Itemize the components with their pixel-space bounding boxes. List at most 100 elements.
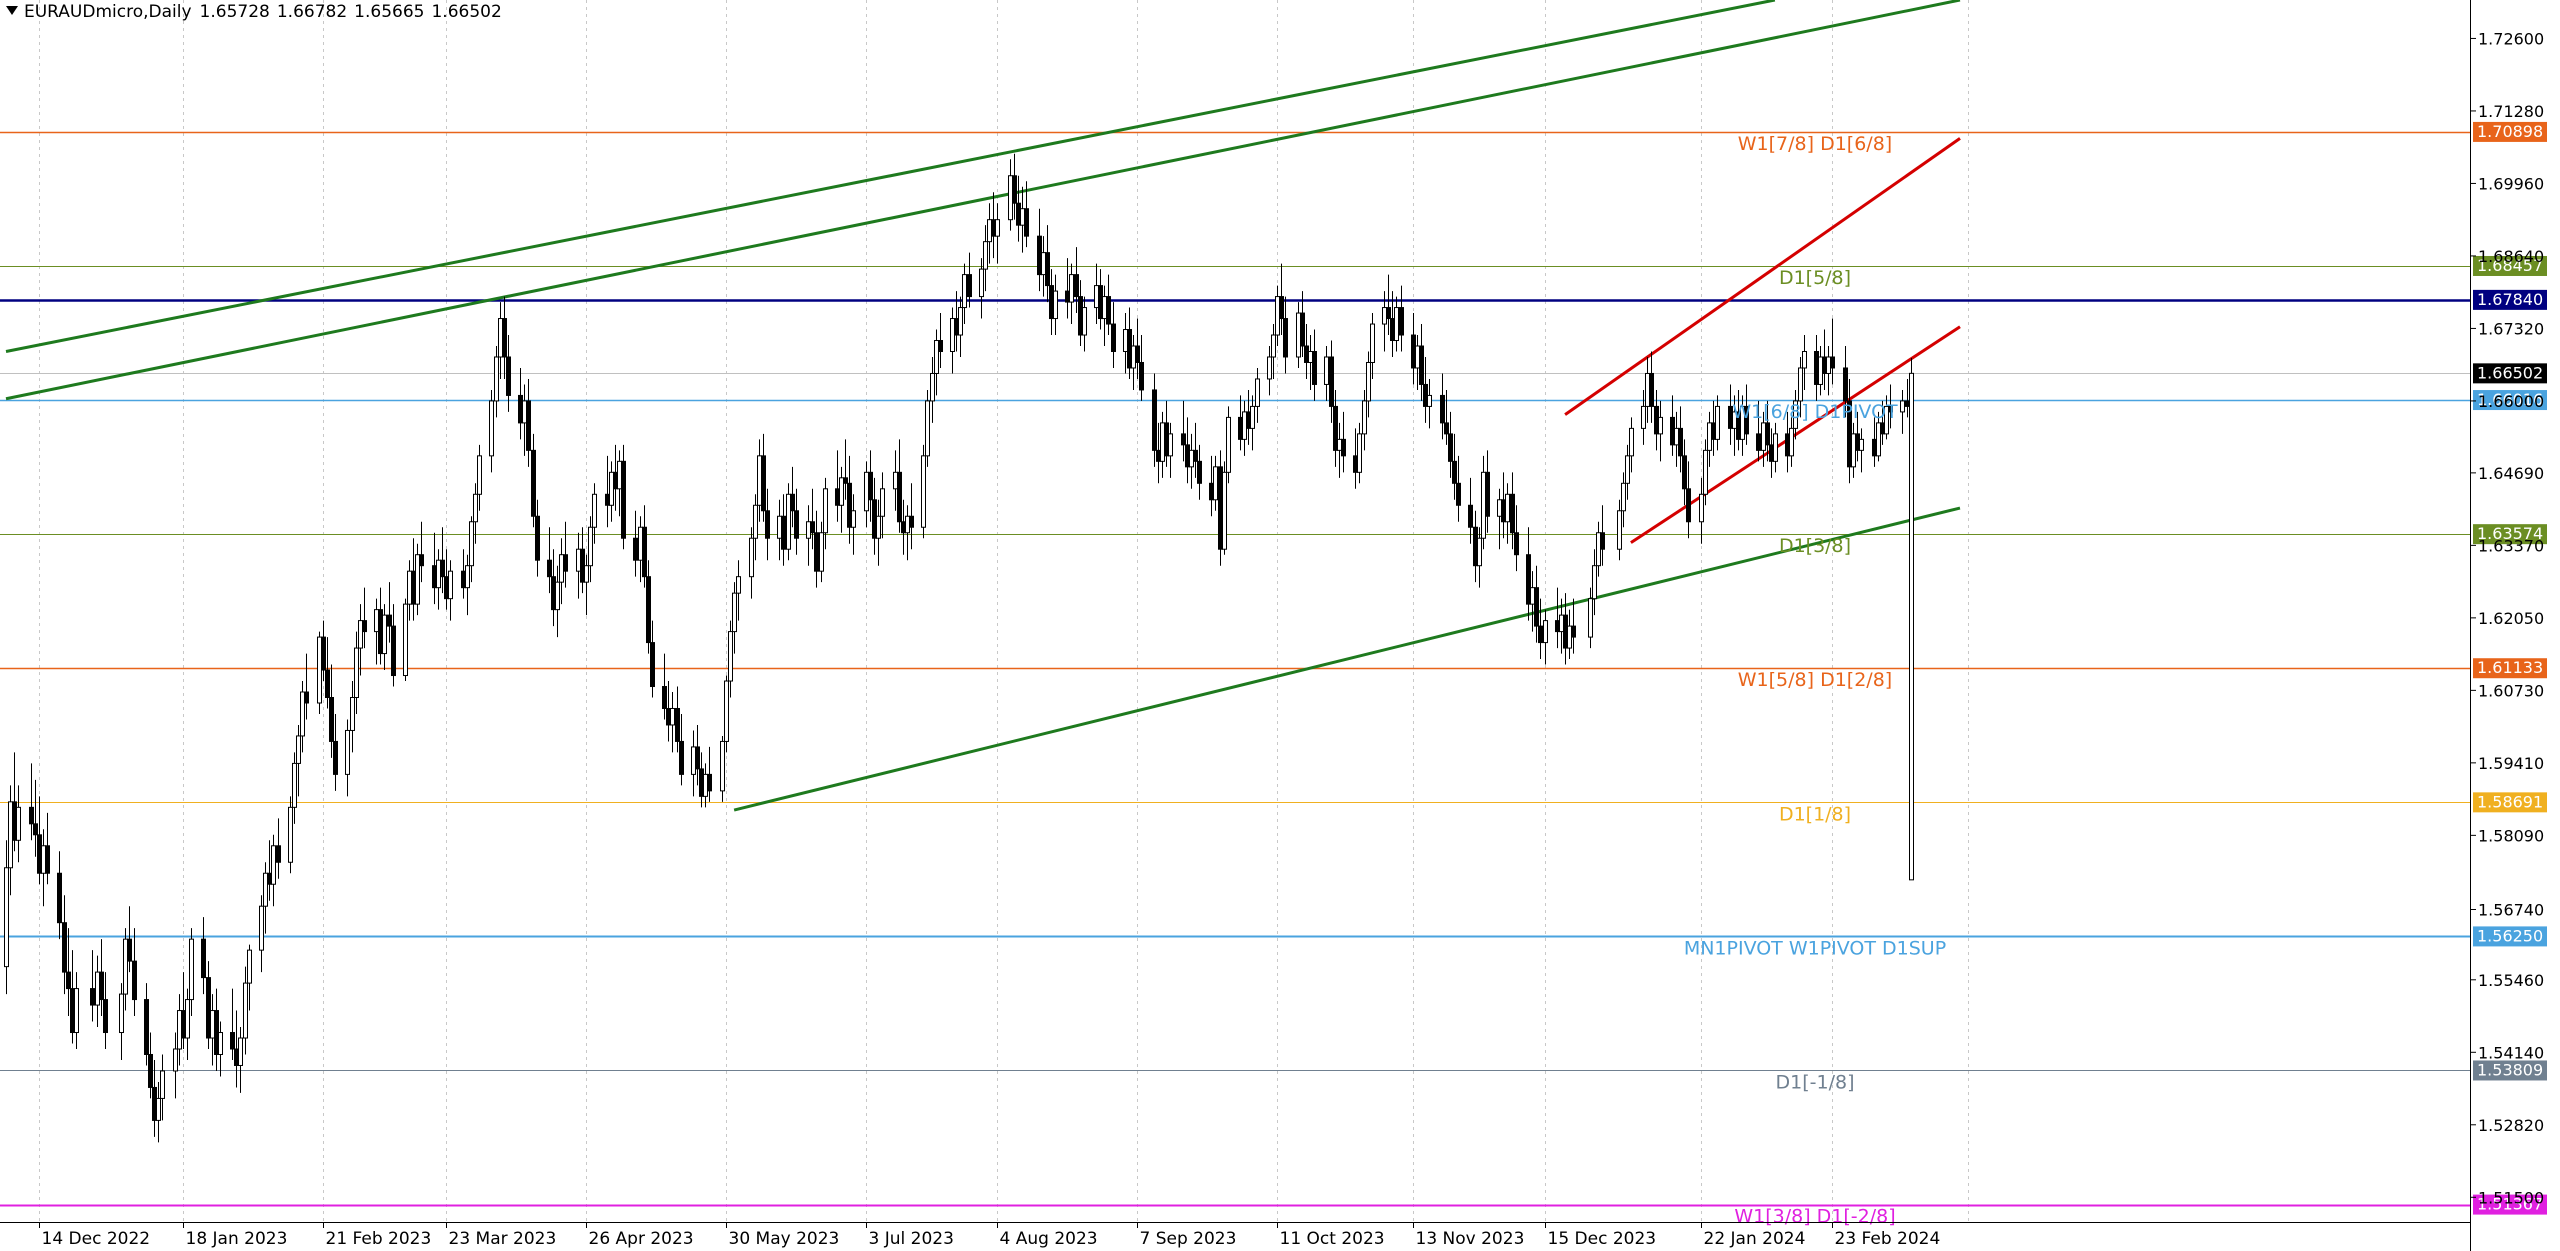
candle-body — [995, 219, 1000, 237]
candle-body — [1106, 296, 1111, 325]
candle-body — [317, 636, 322, 704]
candle-body — [868, 471, 873, 501]
candle-body — [1884, 405, 1889, 435]
candle-body — [839, 477, 844, 506]
candle-body — [263, 872, 268, 907]
candle-body — [876, 515, 881, 539]
candle-body — [1012, 175, 1017, 204]
candle-body — [1905, 400, 1910, 407]
candle-body — [41, 845, 46, 874]
y-tick-label: 1.55460 — [2478, 971, 2544, 990]
candle-body — [1703, 449, 1708, 495]
candle-body — [535, 515, 540, 561]
candle-body — [1308, 350, 1313, 363]
candle-body — [1830, 356, 1835, 369]
candle-body — [934, 340, 939, 374]
candle-body — [588, 526, 593, 567]
x-tick-label: 18 Jan 2023 — [186, 1229, 288, 1249]
candle-body — [432, 565, 437, 589]
y-tick-label: 1.64690 — [2478, 464, 2544, 483]
candle-body — [95, 971, 100, 1006]
x-tick-label: 22 Jan 2024 — [1704, 1229, 1806, 1249]
candle-body — [1250, 405, 1255, 429]
x-tick-label: 7 Sep 2023 — [1140, 1229, 1237, 1249]
price-badge — [2473, 255, 2547, 276]
candle-body — [1826, 356, 1831, 374]
candle-body — [1197, 460, 1202, 484]
candle-body — [1814, 350, 1819, 385]
candle-body — [152, 1086, 157, 1121]
candle-body — [1802, 350, 1807, 369]
candle-body — [958, 307, 963, 336]
candle-body — [1773, 433, 1778, 462]
candle-body — [1366, 361, 1371, 402]
candle-body — [382, 614, 387, 655]
candle-body — [440, 559, 445, 578]
level-label: W1[3/8] D1[-2/8] — [1734, 1206, 1895, 1228]
candle-body — [1711, 422, 1716, 440]
candle-body — [633, 537, 638, 561]
candle-body — [901, 521, 906, 534]
candle-body — [1024, 208, 1029, 237]
candle-body — [847, 482, 852, 528]
candle-body — [230, 1032, 235, 1050]
candle-body — [1279, 296, 1284, 320]
x-tick-label: 11 Oct 2023 — [1280, 1229, 1385, 1249]
candle-body — [642, 526, 647, 578]
trendlines — [5, 0, 1961, 812]
dropdown-triangle-icon[interactable] — [6, 6, 18, 15]
candle-body — [506, 356, 511, 396]
candle-body — [1008, 175, 1013, 221]
candle-body — [419, 554, 424, 567]
candle-body — [518, 394, 523, 424]
candle-body — [267, 872, 272, 885]
candle-body — [967, 274, 972, 298]
candle-body — [354, 647, 359, 699]
price-badge — [2473, 926, 2547, 947]
candle-body — [1629, 427, 1634, 457]
candle-body — [1045, 252, 1050, 287]
grid-layer — [39, 0, 1969, 1222]
candle-body — [123, 938, 128, 995]
candle-body — [1065, 290, 1070, 303]
candle-body — [173, 1048, 178, 1072]
candle-body — [1069, 274, 1074, 303]
candle-body — [1707, 422, 1712, 451]
candle-body — [103, 999, 108, 1034]
candle-body — [1501, 499, 1506, 523]
candle-body — [909, 515, 914, 528]
candle-body — [362, 620, 367, 633]
candle-body — [1567, 625, 1572, 649]
candle-body — [1505, 493, 1510, 523]
candle-body — [33, 823, 38, 836]
candle-body — [358, 620, 363, 649]
candle-body — [502, 318, 507, 358]
candle-body — [1283, 318, 1288, 358]
symbol-label: EURAUDmicro,Daily — [24, 2, 192, 22]
candle-body — [300, 691, 305, 737]
candle-body — [1419, 345, 1424, 385]
candle-body — [16, 806, 21, 841]
level-label: MN1PIVOT W1PIVOT D1SUP — [1684, 937, 1946, 959]
candle-body — [1510, 493, 1515, 534]
candle-body — [1386, 307, 1391, 320]
candle-body — [921, 455, 926, 528]
candle-body — [1686, 488, 1691, 523]
price-badge-label: 1.70898 — [2477, 122, 2543, 141]
candle-body — [185, 999, 190, 1039]
price-badge — [2473, 121, 2547, 142]
candle-body — [1769, 444, 1774, 462]
candle-body — [374, 609, 379, 633]
candle-body — [1382, 307, 1387, 325]
candle-body — [1275, 296, 1280, 336]
candle-body — [724, 680, 729, 742]
candle-body — [526, 400, 531, 451]
candle-body — [1423, 383, 1428, 407]
candle-body — [1074, 274, 1079, 298]
price-badge — [2473, 363, 2547, 384]
candle-body — [304, 691, 309, 704]
candle-body — [835, 488, 840, 506]
candle-body — [794, 510, 799, 539]
candle-body — [1674, 427, 1679, 446]
